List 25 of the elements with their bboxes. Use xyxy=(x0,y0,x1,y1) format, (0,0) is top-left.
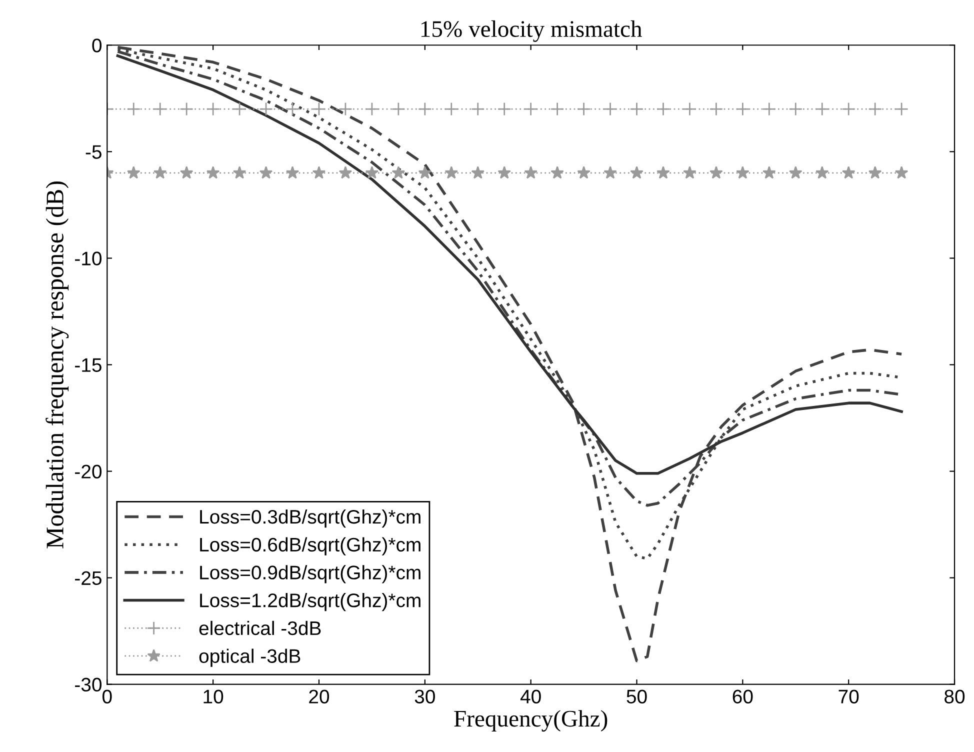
x-tick-label: 40 xyxy=(520,690,541,704)
x-tick-label: 50 xyxy=(626,690,647,704)
x-tick-label: 30 xyxy=(414,690,435,704)
y-tick-label: -30 xyxy=(75,678,102,692)
y-tick-label: -20 xyxy=(75,464,102,478)
y-tick-label: 0 xyxy=(92,38,102,52)
y-axis-title: Modulation frequency response (dB) xyxy=(46,181,69,548)
y-tick-label: -15 xyxy=(75,358,102,372)
x-tick-label: 70 xyxy=(838,690,859,704)
y-tick-label: -25 xyxy=(75,571,102,586)
y-tick-label: -10 xyxy=(75,252,102,266)
y-tick-label: -5 xyxy=(86,145,102,159)
x-tick-label: 20 xyxy=(309,690,330,704)
x-tick-label: 80 xyxy=(944,690,965,704)
legend-label: electrical -3dB xyxy=(199,620,321,636)
legend-label: Loss=0.6dB/sqrt(Ghz)*cm xyxy=(200,537,420,556)
x-axis-title: Frequency(Ghz) xyxy=(454,710,608,732)
legend-label: Loss=0.3dB/sqrt(Ghz)*cm xyxy=(200,509,420,528)
x-tick-label: 10 xyxy=(204,690,224,704)
x-tick-label: 60 xyxy=(732,690,753,704)
legend-label: optical -3dB xyxy=(199,648,300,667)
chart-title: 15% velocity mismatch xyxy=(421,20,642,42)
legend-label: Loss=1.2dB/sqrt(Ghz)*cm xyxy=(200,593,420,612)
x-tick-label: 0 xyxy=(102,690,112,704)
legend-label: Loss=0.9dB/sqrt(Ghz)*cm xyxy=(200,565,420,584)
